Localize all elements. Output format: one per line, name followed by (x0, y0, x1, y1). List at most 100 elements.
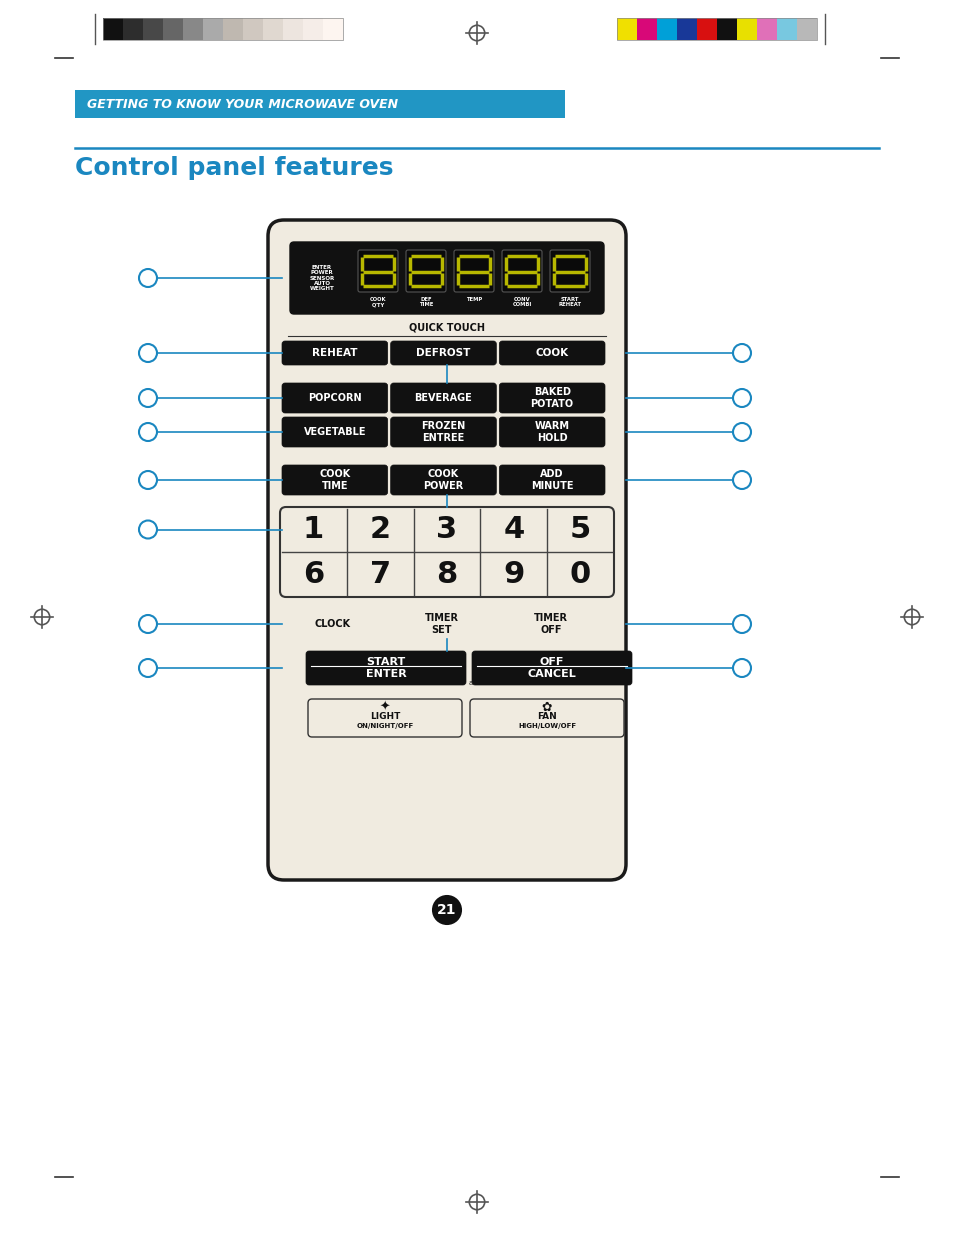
Text: 1: 1 (302, 515, 324, 543)
Text: FAN: FAN (537, 713, 557, 721)
Text: WARM
HOLD: WARM HOLD (534, 421, 569, 443)
Text: TIMER
SET: TIMER SET (424, 614, 458, 635)
FancyBboxPatch shape (498, 466, 604, 495)
Text: 7: 7 (369, 559, 391, 589)
Bar (223, 19, 243, 40)
Circle shape (732, 345, 750, 362)
Bar (737, 19, 757, 40)
Text: COOK: COOK (535, 348, 568, 358)
Text: QUICK TOUCH: QUICK TOUCH (409, 324, 484, 333)
Text: TIMER
OFF: TIMER OFF (534, 614, 568, 635)
FancyBboxPatch shape (498, 341, 604, 366)
Circle shape (732, 471, 750, 489)
Bar (657, 19, 677, 40)
Text: FROZEN
ENTREE: FROZEN ENTREE (421, 421, 465, 443)
Bar (183, 19, 203, 40)
Circle shape (139, 615, 157, 634)
Text: CLOCK: CLOCK (314, 619, 351, 629)
Text: 21: 21 (436, 903, 456, 918)
FancyBboxPatch shape (454, 249, 494, 291)
Text: TEMP: TEMP (465, 296, 481, 303)
Text: ON/NIGHT/OFF: ON/NIGHT/OFF (356, 722, 414, 729)
Text: BAKED
POTATO: BAKED POTATO (530, 388, 573, 409)
Text: Control panel features: Control panel features (75, 156, 393, 180)
Text: 3: 3 (436, 515, 457, 543)
Bar (776, 19, 796, 40)
Text: POPCORN: POPCORN (308, 393, 361, 403)
Text: HIGH/LOW/OFF: HIGH/LOW/OFF (517, 722, 576, 729)
Text: COOK
POWER: COOK POWER (423, 469, 463, 490)
Text: 6: 6 (302, 559, 324, 589)
Bar (143, 19, 163, 40)
FancyBboxPatch shape (282, 383, 387, 412)
Text: CONV
COMBI: CONV COMBI (512, 296, 531, 308)
Bar (637, 19, 657, 40)
Bar (677, 19, 697, 40)
Text: VEGETABLE: VEGETABLE (303, 427, 366, 437)
Text: 9: 9 (502, 559, 524, 589)
Text: 0: 0 (569, 559, 591, 589)
FancyBboxPatch shape (308, 699, 461, 737)
FancyBboxPatch shape (472, 651, 631, 685)
FancyBboxPatch shape (391, 417, 496, 447)
FancyBboxPatch shape (282, 609, 383, 638)
Circle shape (139, 471, 157, 489)
Bar (123, 19, 143, 40)
Text: BEVERAGE: BEVERAGE (415, 393, 472, 403)
Bar (103, 19, 343, 40)
Bar (303, 19, 323, 40)
Text: 5: 5 (569, 515, 591, 543)
Bar (243, 19, 263, 40)
Bar (697, 19, 717, 40)
Text: GETTING TO KNOW YOUR MICROWAVE OVEN: GETTING TO KNOW YOUR MICROWAVE OVEN (87, 98, 397, 110)
Text: START
ENTER: START ENTER (365, 657, 406, 679)
Text: ADD
MINUTE: ADD MINUTE (531, 469, 573, 490)
Circle shape (139, 389, 157, 408)
FancyBboxPatch shape (282, 417, 387, 447)
Bar (103, 19, 123, 40)
Text: COOK
TIME: COOK TIME (319, 469, 350, 490)
FancyBboxPatch shape (357, 249, 397, 291)
Bar (163, 19, 183, 40)
Circle shape (732, 424, 750, 441)
FancyBboxPatch shape (501, 249, 541, 291)
Circle shape (732, 615, 750, 634)
FancyBboxPatch shape (470, 699, 623, 737)
Text: a: a (468, 680, 473, 685)
Circle shape (732, 389, 750, 408)
FancyBboxPatch shape (498, 383, 604, 412)
Bar (617, 19, 816, 40)
Bar (263, 19, 283, 40)
Text: ✦: ✦ (379, 700, 390, 714)
Bar (757, 19, 776, 40)
FancyBboxPatch shape (268, 220, 625, 881)
Text: 8: 8 (436, 559, 457, 589)
Bar (796, 19, 816, 40)
Bar (617, 19, 637, 40)
Circle shape (433, 897, 460, 924)
Text: ENTER
POWER
SENSOR
AUTO
WEIGHT: ENTER POWER SENSOR AUTO WEIGHT (309, 264, 335, 291)
FancyBboxPatch shape (290, 242, 603, 314)
FancyBboxPatch shape (280, 508, 614, 597)
Text: COOK
Q'TY: COOK Q'TY (370, 296, 386, 308)
Text: ✿: ✿ (541, 700, 552, 714)
Circle shape (732, 659, 750, 677)
FancyBboxPatch shape (391, 341, 496, 366)
Text: OFF
CANCEL: OFF CANCEL (527, 657, 576, 679)
Circle shape (139, 659, 157, 677)
FancyBboxPatch shape (496, 609, 605, 638)
FancyBboxPatch shape (498, 417, 604, 447)
Text: REHEAT: REHEAT (312, 348, 357, 358)
FancyBboxPatch shape (282, 466, 387, 495)
Bar (283, 19, 303, 40)
Circle shape (139, 424, 157, 441)
Text: 2: 2 (369, 515, 391, 543)
FancyBboxPatch shape (391, 466, 496, 495)
Text: LIGHT: LIGHT (370, 713, 399, 721)
Bar (203, 19, 223, 40)
Bar (323, 19, 343, 40)
Circle shape (139, 269, 157, 287)
FancyBboxPatch shape (391, 383, 496, 412)
Circle shape (139, 345, 157, 362)
FancyBboxPatch shape (386, 609, 496, 638)
